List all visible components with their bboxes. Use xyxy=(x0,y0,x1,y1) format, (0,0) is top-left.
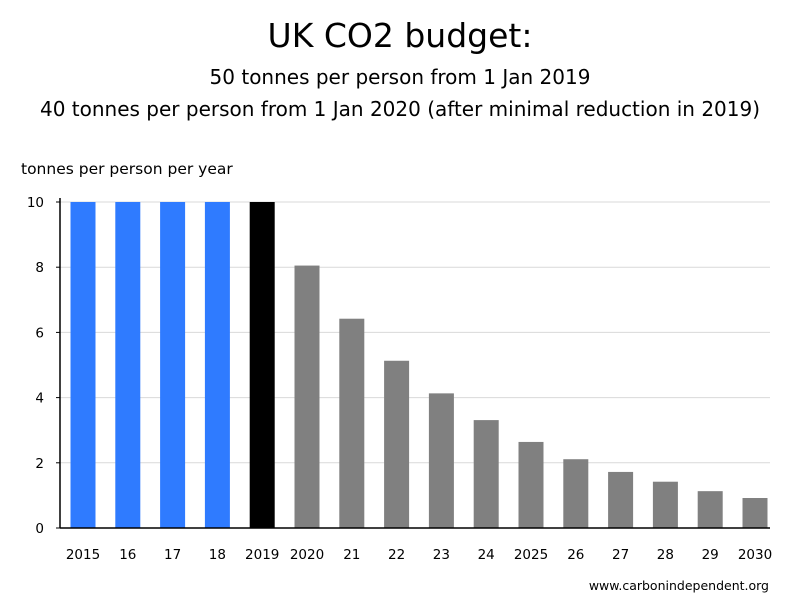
bar xyxy=(160,202,186,528)
y-tick-labels: 0 2 4 6 8 10 xyxy=(27,195,44,537)
x-tick-label: 28 xyxy=(657,547,674,563)
y-tick-label: 4 xyxy=(35,391,44,407)
x-tick-label: 23 xyxy=(433,547,450,563)
bar xyxy=(742,498,768,528)
bar xyxy=(339,318,365,528)
bar xyxy=(294,265,320,528)
x-tick-label: 2019 xyxy=(245,547,279,563)
x-tick-label: 18 xyxy=(209,547,226,563)
source-credit: www.carbonindependent.org xyxy=(588,578,769,593)
bar xyxy=(428,393,454,528)
x-tick-label: 21 xyxy=(343,547,360,563)
bars xyxy=(70,202,768,528)
bar xyxy=(115,202,141,528)
bar xyxy=(204,202,230,528)
bar xyxy=(384,360,410,528)
x-tick-label: 16 xyxy=(119,547,136,563)
y-tick-label: 10 xyxy=(27,195,44,211)
y-tick-label: 8 xyxy=(35,260,44,276)
y-axis-label: tonnes per person per year xyxy=(21,160,233,178)
bar xyxy=(652,481,678,528)
bar xyxy=(473,420,499,528)
x-tick-label: 29 xyxy=(702,547,719,563)
chart-title: UK CO2 budget: xyxy=(267,16,533,55)
y-tick-label: 6 xyxy=(35,325,44,341)
chart-subtitle-line-1: 50 tonnes per person from 1 Jan 2019 xyxy=(209,65,591,89)
bar xyxy=(608,471,634,528)
bar xyxy=(249,202,275,528)
bar xyxy=(70,202,96,528)
x-tick-label: 27 xyxy=(612,547,629,563)
x-tick-label: 24 xyxy=(478,547,495,563)
x-tick-label: 2030 xyxy=(738,547,772,563)
chart-subtitle-line-2: 40 tonnes per person from 1 Jan 2020 (af… xyxy=(39,97,761,121)
x-tick-label: 17 xyxy=(164,547,181,563)
x-tick-label: 26 xyxy=(567,547,584,563)
x-tick-label: 2025 xyxy=(514,547,548,563)
y-tick-label: 0 xyxy=(35,521,44,537)
x-tick-labels: 2015 16 17 18 2019 2020 21 22 23 24 2025 26 27 28 29 20… xyxy=(66,547,772,563)
y-tick-label: 2 xyxy=(35,456,44,472)
x-tick-label: 22 xyxy=(388,547,405,563)
axes xyxy=(56,198,770,529)
bar xyxy=(697,491,723,528)
bar xyxy=(518,441,544,528)
bar xyxy=(563,459,589,528)
x-tick-label: 2020 xyxy=(290,547,324,563)
x-tick-label: 2015 xyxy=(66,547,100,563)
